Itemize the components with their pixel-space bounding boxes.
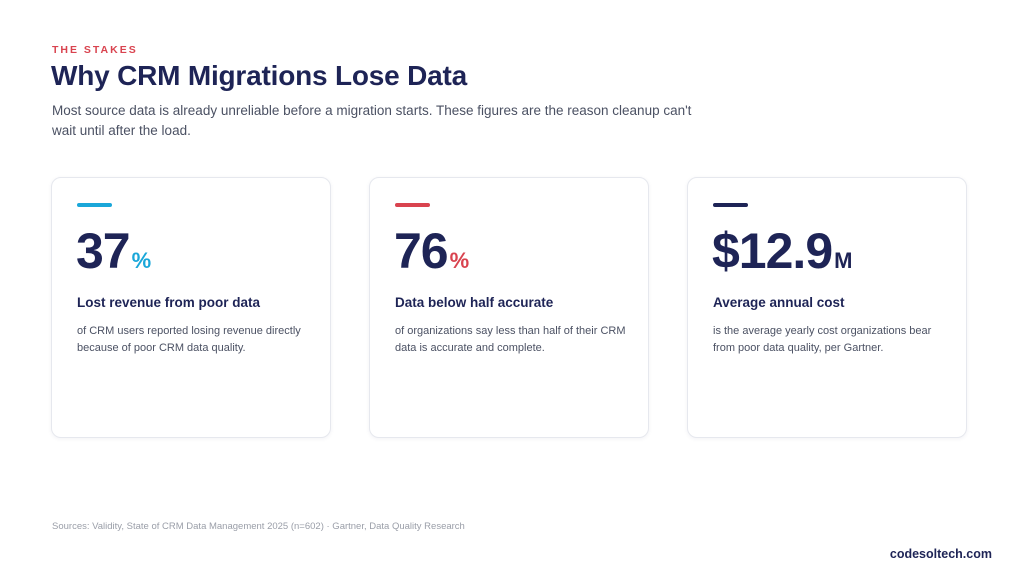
stat-card-lost-revenue: 37% Lost revenue from poor data of CRM u… bbox=[51, 177, 331, 438]
stat-unit: % bbox=[131, 248, 152, 273]
card-accent-bar bbox=[713, 203, 748, 207]
card-description: of organizations say less than half of t… bbox=[395, 325, 626, 354]
card-heading: Data below half accurate bbox=[395, 295, 554, 310]
page-subtitle: Most source data is already unreliable b… bbox=[52, 103, 692, 138]
stat-cards: 37% Lost revenue from poor data of CRM u… bbox=[51, 177, 967, 438]
stat-figure: $12.9M bbox=[712, 226, 852, 276]
card-accent-bar bbox=[77, 203, 112, 207]
stat-unit: % bbox=[449, 248, 470, 273]
stat-value: $12.9 bbox=[712, 223, 833, 279]
stat-value: 76 bbox=[394, 223, 449, 279]
stat-figure: 76% bbox=[394, 226, 469, 276]
stat-value: 37 bbox=[76, 223, 131, 279]
card-description: of CRM users reported losing revenue dir… bbox=[77, 325, 301, 354]
card-heading: Lost revenue from poor data bbox=[77, 295, 261, 310]
stat-card-annual-cost: $12.9M Average annual cost is the averag… bbox=[687, 177, 967, 438]
card-heading: Average annual cost bbox=[713, 295, 845, 310]
sources-footnote: Sources: Validity, State of CRM Data Man… bbox=[52, 521, 465, 532]
section-eyebrow: THE STAKES bbox=[52, 44, 138, 56]
stat-card-data-accuracy: 76% Data below half accurate of organiza… bbox=[369, 177, 649, 438]
card-accent-bar bbox=[395, 203, 430, 207]
card-description: is the average yearly cost organizations… bbox=[713, 325, 932, 354]
stat-figure: 37% bbox=[76, 226, 151, 276]
stat-unit: M bbox=[834, 248, 853, 273]
brand-link[interactable]: codesoltech.com bbox=[889, 547, 992, 561]
page-title: Why CRM Migrations Lose Data bbox=[51, 60, 467, 91]
